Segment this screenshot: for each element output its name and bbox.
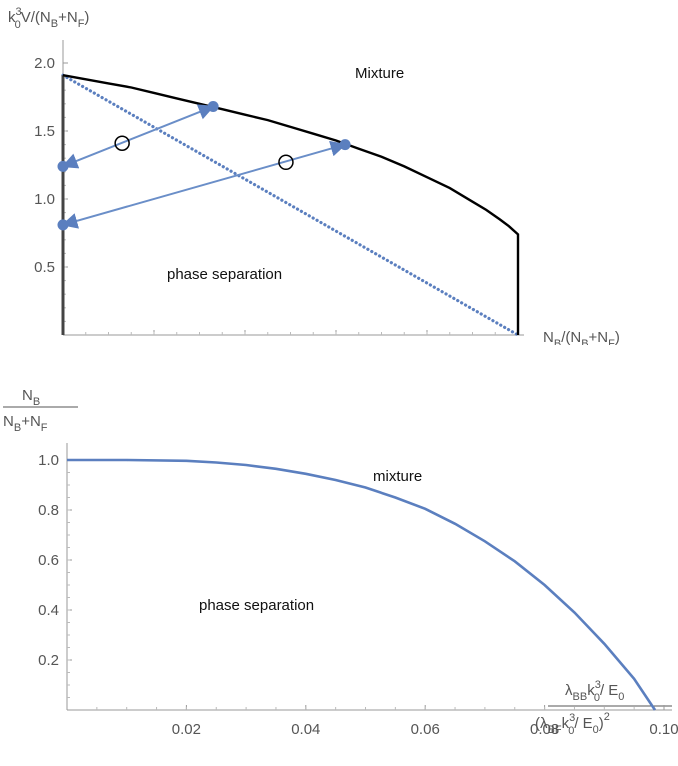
chart2-y-tick-label: 0.6: [38, 552, 59, 569]
chart1-ylabel-rest: V/(N: [21, 9, 51, 26]
chart2-xlabel-num-lsub: BB: [573, 691, 588, 703]
chart1-region-upper: Mixture: [355, 65, 404, 82]
chart2-xlabel-num-ksup: 3: [595, 679, 601, 691]
chart1-ylabel-plus: +N: [58, 9, 78, 26]
chart1-ylabel-bsub: B: [51, 18, 58, 30]
chart1-y-tick-label: 2.0: [34, 55, 55, 72]
chart1-ylabel-fsub: F: [78, 18, 85, 30]
chart2-axes: [66, 443, 672, 711]
chart2-xlabel-num-ksub: 0: [594, 692, 600, 704]
chart2-x-tick-label: 0.02: [172, 721, 201, 738]
chart-phase-diagram-interaction: NB NB+NF λBBk3 0/ E0 (λBFk3 0/ E0)2 0.02 0.…: [3, 387, 678, 738]
chart1-xlabel-fsub: F: [608, 338, 615, 345]
chart2-series-line: [67, 458, 657, 711]
chart2-xlabel-den-k: k: [562, 715, 570, 732]
chart2-y-tick-label: 0.8: [38, 502, 59, 519]
chart1-open-point: [114, 135, 130, 151]
chart2-xlabel-den-rest: / E: [574, 715, 592, 732]
chart1-axes: [62, 40, 524, 336]
chart1-xlabel-close: ): [615, 329, 620, 345]
chart1-filled-point: [207, 101, 219, 113]
chart2-xlabel-den-esub: 0: [593, 724, 599, 736]
chart1-ylabel-ksub: 0: [15, 19, 21, 31]
chart1-y-tick-label: 0.5: [34, 259, 55, 276]
chart1-y-tick-label: 1.5: [34, 123, 55, 140]
chart2-ylabel-den-sub: B: [14, 422, 21, 434]
chart2-ylabel-num-sub: B: [33, 396, 40, 408]
chart2-xlabel-den-open: (λ: [535, 715, 548, 732]
chart2-ylabel-den-sub2: F: [41, 422, 48, 434]
chart2-ylabel-den: NB+NF: [3, 413, 48, 434]
chart2-y-tick-label: 0.2: [38, 652, 59, 669]
chart1-y-tick-label: 1.0: [34, 191, 55, 208]
chart2-xlabel-den-lsub: BF: [548, 724, 562, 736]
chart1-xlabel-bsub: B: [554, 338, 561, 345]
chart2-xlabel-num-lambda: λ: [565, 682, 573, 699]
chart2-xlabel-den-ksup: 3: [569, 712, 575, 724]
chart2-ylabel-den-n: N: [3, 413, 14, 430]
chart2-ylabel-num-n: N: [22, 387, 33, 404]
chart2-y-tick-label: 1.0: [38, 452, 59, 469]
chart1-ylabel-close: ): [84, 9, 89, 26]
chart1-filled-point: [57, 160, 69, 172]
chart2-xlabel-num-k: k: [587, 682, 595, 699]
chart1-xlabel-n: N: [543, 329, 554, 345]
chart1-xlabel-mid: /(N: [561, 329, 581, 345]
chart2-xlabel-den-sup: 2: [604, 711, 610, 723]
chart2-x-tick-label: 0.08: [530, 721, 559, 738]
chart1-open-point: [278, 154, 294, 171]
chart2-ylabel-den-plus: +N: [21, 413, 41, 430]
chart1-boundary-curve: [62, 74, 520, 335]
chart2-y-tick-label: 0.4: [38, 602, 59, 619]
chart1-region-lower: phase separation: [167, 266, 282, 283]
chart2-x-tick-label: 0.10: [649, 721, 678, 738]
chart2-xlabel-num-rest: / E: [600, 682, 618, 699]
chart2-xlabel-num-esub: 0: [618, 691, 624, 703]
chart2-x-tick-label: 0.04: [291, 721, 320, 738]
chart1-filled-point: [57, 219, 69, 231]
chart1-ylabel-k: k: [8, 9, 16, 26]
chart2-region-lower: phase separation: [199, 597, 314, 614]
chart2-ylabel-num: NB: [22, 387, 40, 408]
chart2-xlabel-den-ksub: 0: [568, 725, 574, 737]
chart1-ticks: 0.20.40.60.81.00.51.01.52.0: [34, 55, 519, 335]
chart1-xlabel: NB/(NB+NF): [543, 329, 620, 345]
chart2-x-tick-label: 0.06: [411, 721, 440, 738]
chart1-ylabel: k3 0V/(NB+NF): [8, 6, 89, 31]
chart1-xlabel-plus: +N: [589, 329, 609, 345]
chart1-xlabel-bsub2: B: [581, 338, 588, 345]
chart2-xlabel-den: (λBFk3 0/ E0)2: [535, 711, 610, 737]
chart2-marks: [67, 458, 657, 711]
chart2-xlabel-num: λBBk3 0/ E0: [565, 679, 624, 704]
chart1-ylabel-ksup: 3: [16, 6, 22, 18]
chart1-filled-point: [339, 139, 351, 151]
chart2-xlabel-den-close: ): [599, 715, 604, 732]
chart1-marks: [57, 73, 520, 337]
chart1-double-arrow: [61, 140, 347, 229]
chart2-region-upper: mixture: [373, 468, 422, 485]
chart1-double-arrow: [61, 104, 215, 169]
